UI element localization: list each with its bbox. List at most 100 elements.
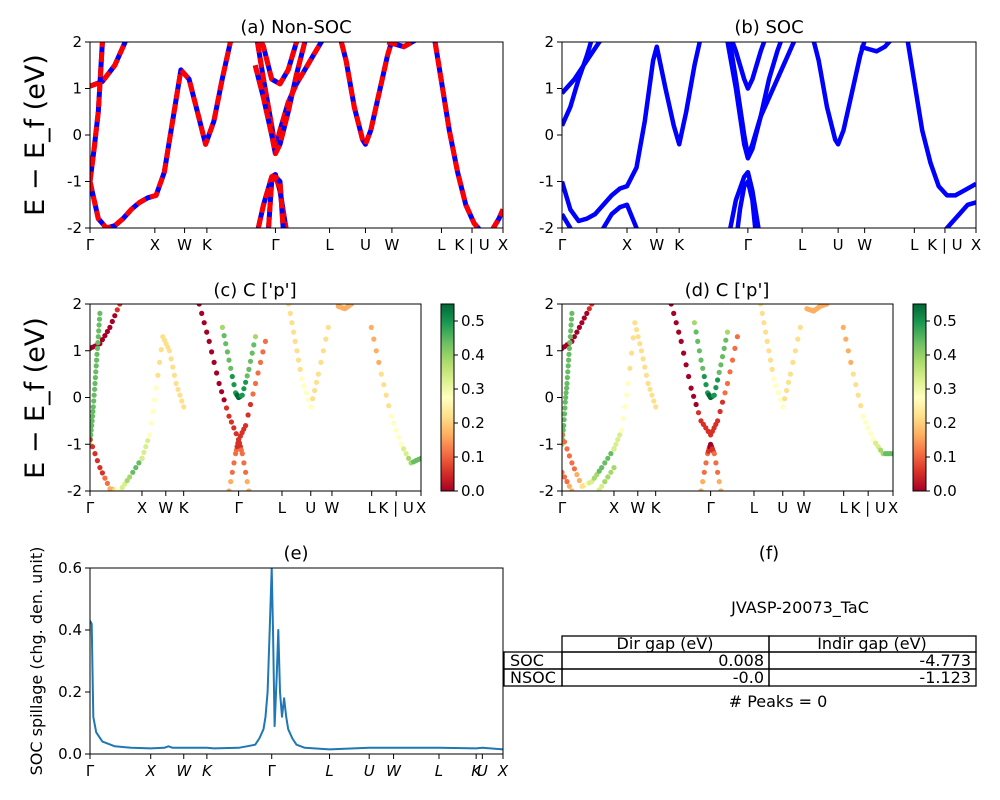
xtick-label-e: K bbox=[202, 762, 213, 780]
scatter-point bbox=[93, 369, 99, 375]
scatter-point bbox=[287, 310, 293, 316]
scatter-point bbox=[199, 310, 205, 316]
scatter-point bbox=[562, 405, 568, 411]
ytick-label-c: 2 bbox=[72, 295, 82, 313]
scatter-point bbox=[181, 404, 187, 410]
material-id: JVASP-20073_TaC bbox=[730, 598, 869, 618]
scatter-point bbox=[243, 379, 249, 385]
scatter-point bbox=[769, 366, 775, 372]
xtick-label-e: U bbox=[477, 762, 488, 780]
ytick-label-a: 2 bbox=[72, 33, 82, 51]
scatter-point bbox=[196, 304, 202, 307]
scatter-point bbox=[233, 431, 239, 437]
scatter-point bbox=[99, 337, 105, 343]
band-line-soc bbox=[562, 42, 703, 224]
scatter-point bbox=[224, 349, 230, 355]
scatter-point bbox=[653, 404, 659, 410]
scatter-point bbox=[722, 390, 728, 396]
xtick-label-d: X bbox=[609, 499, 619, 517]
scatter-point bbox=[564, 375, 571, 381]
scatter-point bbox=[383, 392, 389, 398]
scatter-point bbox=[673, 320, 679, 326]
panel-d-title: (d) C ['p'] bbox=[685, 280, 770, 301]
scatter-point bbox=[91, 398, 97, 404]
scatter-point bbox=[305, 397, 312, 403]
scatter-point bbox=[611, 465, 617, 471]
xtick-label-c: X bbox=[137, 499, 147, 517]
scatter-point bbox=[853, 382, 859, 388]
scatter-point bbox=[609, 287, 614, 292]
scatter-point bbox=[226, 413, 232, 419]
bands-a bbox=[90, 42, 503, 228]
scatter-point bbox=[90, 432, 94, 438]
xtick-label-d: W bbox=[630, 499, 645, 517]
xtick-label-e: Γ bbox=[268, 762, 277, 780]
peaks-count: # Peaks = 0 bbox=[729, 692, 828, 711]
scatter-point bbox=[92, 386, 98, 392]
scatter-point bbox=[303, 390, 309, 396]
scatter-point bbox=[418, 455, 421, 461]
xtick-label-d: U bbox=[777, 499, 788, 517]
scatter-point bbox=[92, 380, 98, 387]
band-line-soc bbox=[730, 42, 767, 91]
scatter-point bbox=[141, 449, 147, 455]
scatter-point bbox=[153, 385, 159, 391]
xtick-label-c: K bbox=[179, 499, 190, 517]
xtick-label-e: Γ bbox=[86, 762, 95, 780]
scatter-point bbox=[90, 423, 95, 429]
scatter-point bbox=[782, 396, 788, 402]
scatter-point bbox=[564, 385, 570, 391]
scatter-point bbox=[168, 356, 174, 362]
xtick-label-c: L bbox=[278, 499, 287, 517]
axes-frame-b bbox=[561, 41, 977, 229]
scatter-point bbox=[764, 338, 770, 344]
table-cell bbox=[768, 668, 977, 687]
scatter-point bbox=[90, 427, 94, 433]
scatter-point bbox=[727, 369, 733, 375]
xtick-label-c: Γ bbox=[234, 499, 243, 517]
ytick-label-b: -1 bbox=[539, 173, 554, 191]
scatter-point bbox=[627, 365, 633, 371]
scatter-point bbox=[564, 479, 570, 485]
scatter-point bbox=[92, 375, 98, 381]
scatter-point bbox=[696, 348, 703, 354]
ytick-label-d: 0 bbox=[544, 389, 554, 407]
scatter-point bbox=[135, 289, 140, 294]
ytick-label-d: -2 bbox=[539, 482, 554, 500]
band-line-soc bbox=[432, 42, 503, 228]
col-header-indir-gap: Indir gap (eV) bbox=[817, 634, 927, 653]
scatter-point bbox=[388, 413, 394, 419]
xtick-label-e: L bbox=[325, 762, 333, 780]
colorbar-tick-label: 0.3 bbox=[461, 380, 485, 398]
panel-e-spillage: 0.00.20.40.6Γ X W K Γ L U W L KU X bbox=[58, 559, 509, 780]
xtick-label-d: Γ bbox=[706, 499, 715, 517]
scatter-point bbox=[649, 392, 655, 398]
scatter-point bbox=[643, 372, 650, 378]
band-line-soc bbox=[562, 42, 594, 127]
scatter-point bbox=[567, 334, 573, 340]
scatter-point bbox=[226, 488, 232, 491]
scatter-point bbox=[368, 324, 374, 330]
scatter-point bbox=[604, 290, 609, 295]
scatter-point bbox=[716, 479, 722, 485]
scatter-point bbox=[718, 362, 724, 368]
scatter-point bbox=[247, 401, 254, 408]
scatter-point bbox=[566, 483, 573, 489]
nsoc-indir-gap: -1.123 bbox=[919, 668, 971, 687]
scatter-point bbox=[576, 477, 583, 484]
scatter-point bbox=[308, 404, 314, 410]
panel-a-ylabel: E − E_f (eV) bbox=[20, 54, 51, 216]
scatter-point bbox=[231, 382, 237, 388]
xtick-label-d: K bbox=[651, 499, 662, 517]
xtick-label-a: X bbox=[498, 236, 508, 254]
axes-frame-d bbox=[561, 303, 894, 492]
ytick-label-b: 1 bbox=[544, 80, 554, 98]
ytick-label-e: 0.0 bbox=[58, 745, 82, 763]
xtick-label-c: K | U bbox=[378, 499, 413, 517]
scatter-point bbox=[845, 348, 851, 354]
scatter-point bbox=[758, 304, 764, 307]
scatter-point bbox=[715, 418, 721, 424]
scatter-point bbox=[860, 413, 866, 419]
